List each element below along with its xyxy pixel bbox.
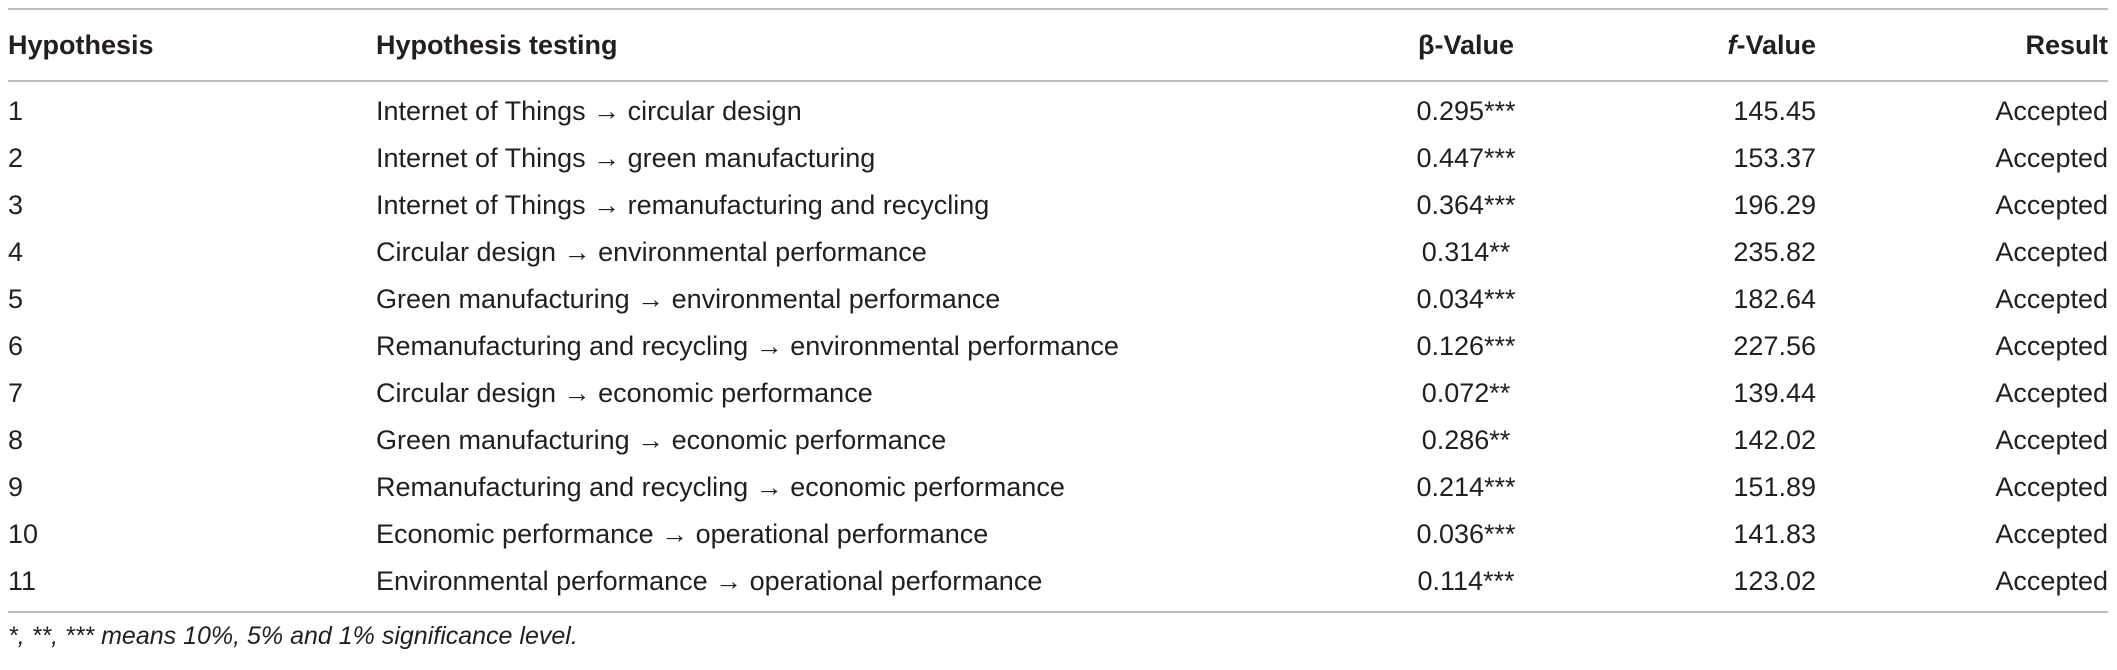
cell-hypothesis-testing: Circular design → economic performance [376, 378, 873, 408]
table-row: 6 Remanufacturing and recycling → environ… [8, 323, 2108, 370]
table-header-row: Hypothesis Hypothesis testing β-Value f-… [8, 9, 2108, 81]
cell-result: Accepted [1995, 143, 2108, 173]
cell-beta-value: 0.034*** [1416, 284, 1516, 314]
cell-result: Accepted [1995, 284, 2108, 314]
cell-hypothesis-testing: Internet of Things → remanufacturing and… [376, 190, 990, 220]
cell-f-value: 123.02 [1733, 566, 1816, 596]
header-f-value: f-Value [1556, 9, 1926, 81]
table-body: 1 Internet of Things → circular design 0.2… [8, 81, 2108, 612]
cell-f-value: 235.82 [1733, 237, 1816, 267]
cell-result: Accepted [1995, 378, 2108, 408]
cell-beta-value: 0.036*** [1416, 519, 1516, 549]
cell-beta-value: 0.295*** [1416, 96, 1516, 126]
cell-f-value: 196.29 [1733, 190, 1816, 220]
table-row: 3 Internet of Things → remanufacturing an… [8, 182, 2108, 229]
cell-f-value: 142.02 [1733, 425, 1816, 455]
cell-hypothesis-testing: Remanufacturing and recycling → environm… [376, 331, 1119, 361]
cell-result: Accepted [1995, 566, 2108, 596]
cell-f-value: 141.83 [1733, 519, 1816, 549]
table-row: 10 Economic performance → operational per… [8, 511, 2108, 558]
cell-hypothesis-number: 9 [8, 472, 24, 502]
cell-hypothesis-testing: Circular design → environmental performa… [376, 237, 927, 267]
table-row: 4 Circular design → environmental perform… [8, 229, 2108, 276]
cell-beta-value: 0.314** [1421, 237, 1511, 267]
cell-hypothesis-number: 5 [8, 284, 24, 314]
hypothesis-table: Hypothesis Hypothesis testing β-Value f-… [8, 8, 2108, 613]
cell-hypothesis-testing: Remanufacturing and recycling → economic… [376, 472, 1065, 502]
cell-beta-value: 0.126*** [1416, 331, 1516, 361]
hypothesis-table-container: Hypothesis Hypothesis testing β-Value f-… [8, 8, 2108, 613]
table-row: 11 Environmental performance → operationa… [8, 558, 2108, 612]
table-row: 8 Green manufacturing → economic performa… [8, 417, 2108, 464]
cell-beta-value: 0.114*** [1417, 566, 1515, 596]
header-hypothesis-testing: Hypothesis testing [376, 29, 618, 60]
cell-hypothesis-number: 7 [8, 378, 24, 408]
cell-f-value: 227.56 [1733, 331, 1816, 361]
cell-beta-value: 0.072** [1421, 378, 1511, 408]
cell-result: Accepted [1995, 331, 2108, 361]
cell-hypothesis-testing: Green manufacturing → environmental perf… [376, 284, 1001, 314]
cell-beta-value: 0.447*** [1416, 143, 1516, 173]
cell-f-value: 153.37 [1733, 143, 1816, 173]
cell-hypothesis-number: 3 [8, 190, 24, 220]
cell-f-value: 151.89 [1733, 472, 1816, 502]
cell-hypothesis-testing: Economic performance → operational perfo… [376, 519, 989, 549]
table-row: 2 Internet of Things → green manufacturin… [8, 135, 2108, 182]
cell-hypothesis-number: 2 [8, 143, 24, 173]
cell-hypothesis-testing: Internet of Things → circular design [376, 96, 802, 126]
cell-hypothesis-number: 4 [8, 237, 24, 267]
cell-hypothesis-number: 11 [8, 566, 37, 596]
table-row: 7 Circular design → economic performance 0… [8, 370, 2108, 417]
cell-hypothesis-number: 6 [8, 331, 24, 361]
header-result: Result [2025, 29, 2108, 60]
cell-beta-value: 0.214*** [1416, 472, 1516, 502]
cell-result: Accepted [1995, 190, 2108, 220]
cell-result: Accepted [1995, 472, 2108, 502]
cell-result: Accepted [1995, 425, 2108, 455]
cell-result: Accepted [1995, 96, 2108, 126]
cell-hypothesis-testing: Environmental performance → operational … [376, 566, 1043, 596]
cell-hypothesis-number: 10 [8, 519, 39, 549]
cell-result: Accepted [1995, 237, 2108, 267]
cell-f-value: 145.45 [1733, 96, 1816, 126]
header-f-value-suffix: -Value [1736, 29, 1816, 60]
table-row: 5 Green manufacturing → environmental per… [8, 276, 2108, 323]
header-f-value-italic: f [1727, 29, 1737, 60]
header-beta-value: β-Value [1417, 29, 1515, 60]
cell-hypothesis-testing: Internet of Things → green manufacturing [376, 143, 876, 173]
cell-hypothesis-number: 1 [8, 96, 24, 126]
cell-result: Accepted [1995, 519, 2108, 549]
cell-hypothesis-number: 8 [8, 425, 24, 455]
cell-hypothesis-testing: Green manufacturing → economic performan… [376, 425, 947, 455]
cell-f-value: 139.44 [1733, 378, 1816, 408]
cell-beta-value: 0.364*** [1416, 190, 1516, 220]
table-row: 1 Internet of Things → circular design 0.2… [8, 81, 2108, 135]
table-footnote: *, **, *** means 10%, 5% and 1% signific… [8, 622, 578, 650]
header-hypothesis: Hypothesis [8, 29, 154, 60]
cell-f-value: 182.64 [1733, 284, 1816, 314]
table-row: 9 Remanufacturing and recycling → economi… [8, 464, 2108, 511]
cell-beta-value: 0.286** [1421, 425, 1511, 455]
